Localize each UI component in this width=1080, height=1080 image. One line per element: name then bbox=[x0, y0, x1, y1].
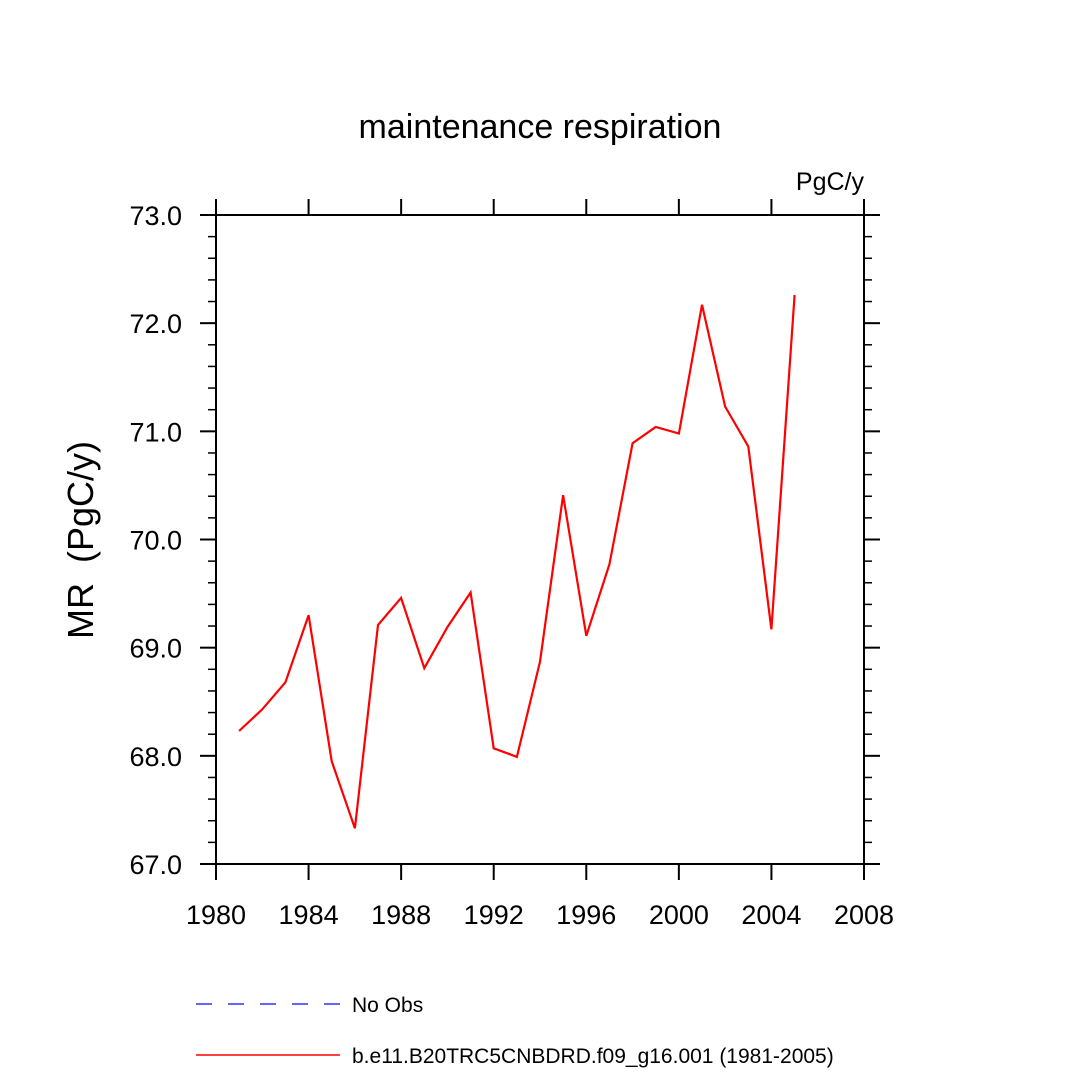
series-line-1 bbox=[238, 294, 796, 829]
chart-title: maintenance respiration bbox=[359, 108, 722, 146]
x-tick-label: 1996 bbox=[556, 900, 616, 930]
x-tick-label: 1988 bbox=[371, 900, 431, 930]
y-tick-label: 70.0 bbox=[129, 526, 182, 556]
x-tick-label: 2004 bbox=[741, 900, 801, 930]
y-tick-label: 67.0 bbox=[129, 850, 182, 880]
x-tick-label: 1980 bbox=[186, 900, 246, 930]
legend-label-1: b.e11.B20TRC5CNBDRD.f09_g16.001 (1981-20… bbox=[352, 1045, 834, 1068]
y-axis-label: MR (PgC/y) bbox=[60, 441, 101, 639]
y-tick-label: 71.0 bbox=[129, 417, 182, 447]
plot-border bbox=[215, 214, 865, 865]
y-tick-label: 72.0 bbox=[129, 309, 182, 339]
legend: No Obs b.e11.B20TRC5CNBDRD.f09_g16.001 (1… bbox=[196, 994, 834, 1068]
series-lines bbox=[238, 294, 796, 829]
units-label: PgC/y bbox=[796, 168, 865, 196]
x-tick-label: 1984 bbox=[279, 900, 339, 930]
x-tick-label: 1992 bbox=[464, 900, 524, 930]
y-tick-label: 73.0 bbox=[129, 201, 182, 231]
y-axis-ticks: 67.0 68.0 69.0 70.0 71.0 72.0 73.0 bbox=[129, 201, 880, 880]
x-axis-ticks: 1980 1984 1988 1992 1996 2000 2004 2008 bbox=[186, 199, 894, 930]
legend-label-0: No Obs bbox=[352, 994, 423, 1017]
plot-frame bbox=[215, 214, 865, 865]
x-tick-label: 2008 bbox=[834, 900, 894, 930]
x-tick-label: 2000 bbox=[649, 900, 709, 930]
y-tick-label: 69.0 bbox=[129, 634, 182, 664]
y-tick-label: 68.0 bbox=[129, 742, 182, 772]
